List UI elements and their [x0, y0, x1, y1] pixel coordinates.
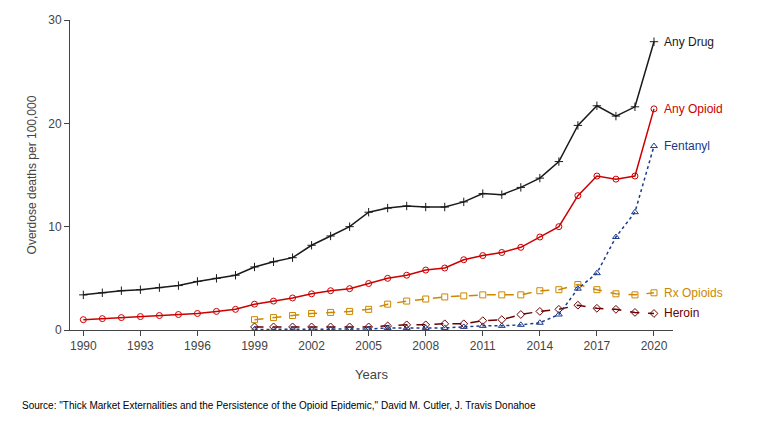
svg-text:20: 20: [48, 117, 62, 131]
svg-text:Any Drug: Any Drug: [664, 35, 714, 49]
svg-text:1996: 1996: [184, 339, 211, 353]
svg-text:2017: 2017: [584, 339, 611, 353]
svg-text:2008: 2008: [412, 339, 439, 353]
svg-text:Source: "Thick Market External: Source: "Thick Market Externalities and …: [22, 400, 536, 411]
svg-text:10: 10: [48, 220, 62, 234]
svg-text:Fentanyl: Fentanyl: [664, 139, 710, 153]
svg-text:Years: Years: [355, 367, 388, 382]
svg-text:1999: 1999: [241, 339, 268, 353]
svg-text:Heroin: Heroin: [664, 306, 699, 320]
svg-text:2020: 2020: [641, 339, 668, 353]
svg-text:2002: 2002: [298, 339, 325, 353]
svg-text:0: 0: [55, 323, 62, 337]
svg-text:1993: 1993: [127, 339, 154, 353]
svg-text:Rx Opioids: Rx Opioids: [664, 286, 723, 300]
svg-text:2005: 2005: [355, 339, 382, 353]
svg-text:2014: 2014: [526, 339, 553, 353]
svg-text:2011: 2011: [470, 339, 496, 353]
svg-text:30: 30: [48, 13, 62, 27]
svg-text:Overdose deaths per 100,000: Overdose deaths per 100,000: [25, 95, 39, 254]
svg-text:1990: 1990: [70, 339, 97, 353]
svg-text:Any Opioid: Any Opioid: [664, 102, 723, 116]
